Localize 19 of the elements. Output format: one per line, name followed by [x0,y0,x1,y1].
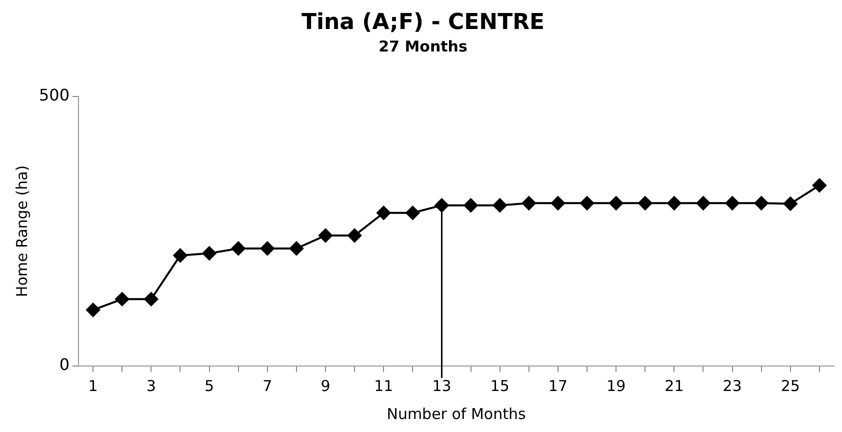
chart-subtitle: 27 Months [378,37,468,56]
x-tick-label: 9 [320,376,330,395]
x-axis-title: Number of Months [386,404,526,423]
y-tick-label: 500 [38,86,70,105]
x-tick-label: 19 [606,376,626,395]
x-tick-label: 5 [204,376,214,395]
x-tick-label: 11 [374,376,394,395]
x-tick-label: 7 [262,376,272,395]
chart-title: Tina (A;F) - CENTRE [301,10,545,35]
x-tick-label: 15 [490,376,510,395]
x-tick-label: 13 [432,376,452,395]
x-tick-label: 1 [88,376,98,395]
x-tick-label: 3 [146,376,156,395]
x-tick-label: 21 [664,376,684,395]
y-tick-label: 0 [59,355,70,374]
y-axis-title: Home Range (ha) [12,165,31,298]
x-tick-label: 25 [780,376,800,395]
x-tick-label: 17 [548,376,568,395]
x-tick-label: 23 [722,376,742,395]
